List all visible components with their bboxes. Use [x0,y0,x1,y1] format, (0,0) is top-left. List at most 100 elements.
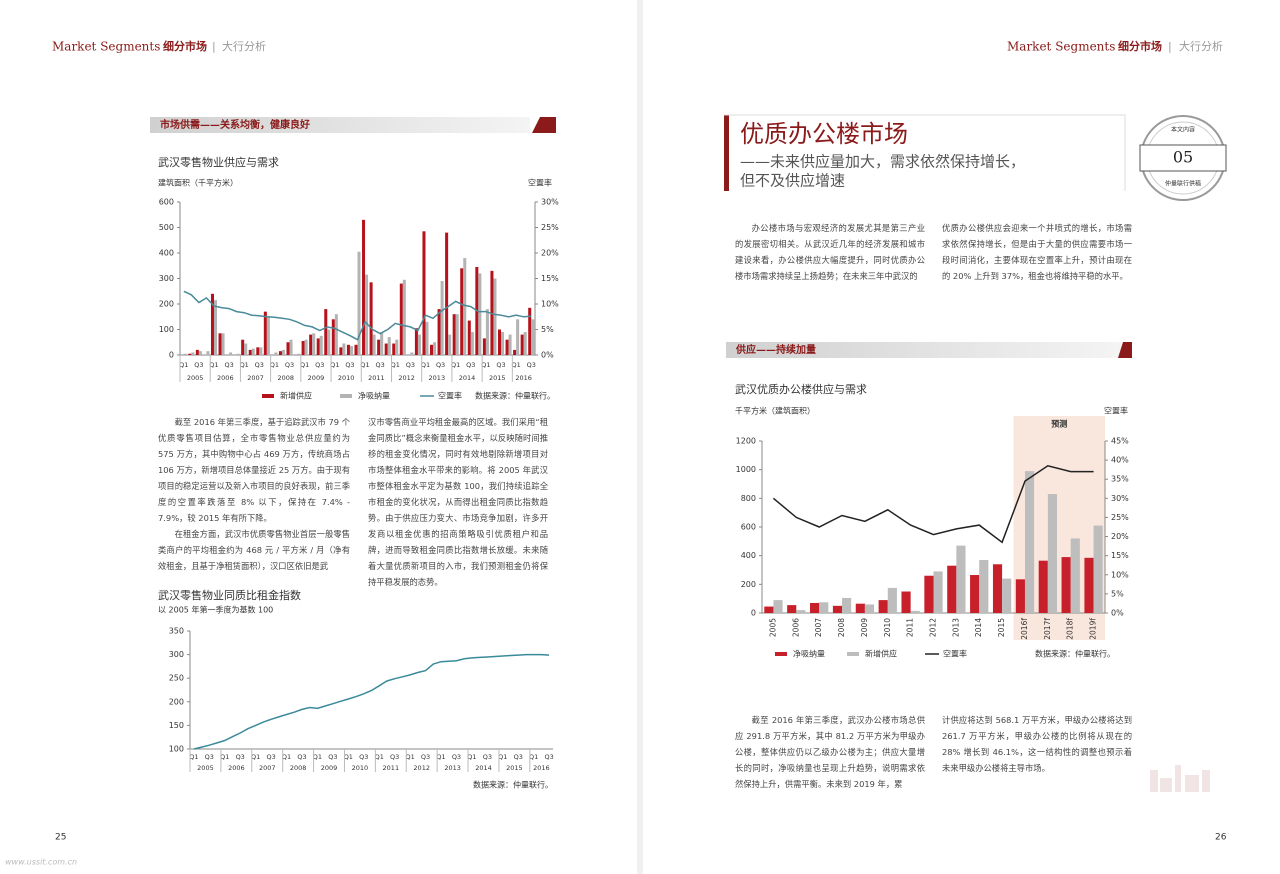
legend-label: 新增供应 [865,649,897,659]
y-tick-label: 200 [159,300,174,309]
year-label: 2006 [217,374,234,382]
x-tick-label: 2013 [951,618,960,637]
x-tick-label: 2011 [906,618,915,637]
y-tick-label: 200 [741,580,756,589]
source: 数据来源：仲量联行。 [1035,649,1115,659]
header-sep: | [1168,40,1172,53]
bar [414,328,418,355]
bar [764,606,774,613]
x-tick-label: 2014 [974,618,983,637]
bar [278,351,282,355]
chart-title: 武汉零售物业同质比租金指数 [158,588,301,602]
y-tick-label: 400 [741,551,756,560]
bar [1084,557,1094,613]
bar [191,352,195,355]
heading-tail [1118,342,1132,358]
bar [485,309,489,355]
bar [947,565,957,613]
bar [210,293,214,355]
bar [354,344,358,355]
bar [933,571,943,613]
x-tick-label: Q1 [481,361,490,369]
bar [410,352,414,355]
bar [286,342,290,355]
y-tick-label: 600 [159,198,174,207]
year-label: 2008 [290,764,307,772]
x-tick-label: Q3 [545,753,554,761]
x-tick-label: 2008 [837,618,846,637]
x-tick-label: Q3 [285,361,294,369]
y-tick-label: 800 [741,494,756,503]
x-tick-label: Q3 [376,361,385,369]
year-label: 2008 [277,374,294,382]
bar [440,281,444,355]
page-number: 25 [55,833,66,843]
year-label: 2007 [247,374,264,382]
paragraph: 计供应将达到 568.1 万平方米，甲级办公楼将达到 261.7 万平方米，甲级… [942,715,1132,773]
chart-subtitle: 以 2005 年第一季度为基数 100 [158,605,273,615]
bar [380,332,384,355]
year-label: 2015 [489,374,506,382]
x-tick-label: Q3 [345,361,354,369]
year-label: 2013 [429,374,446,382]
x-tick-label: Q1 [391,361,400,369]
legend-label: 空置率 [943,649,967,659]
bar [520,334,524,355]
bar [531,319,535,355]
annotation: 预测 [1051,419,1067,429]
bar [357,251,361,355]
paragraph: 在租金方面，武汉市优质零售物业首层一般零售类商户的平均租金约为 468 元 / … [158,529,350,571]
heading-bar [726,342,1121,358]
x-tick-label: Q1 [330,361,339,369]
bar [528,307,532,355]
page-subtitle: 但不及供应增速 [740,172,845,190]
bar [342,343,346,355]
legend-swatch [262,394,274,398]
bar [236,353,240,355]
bar [425,321,429,355]
bar [289,339,293,355]
y2-tick-label: 30% [1111,494,1129,503]
x-tick-label: Q1 [467,753,476,761]
y2-tick-label: 20% [541,249,559,258]
bar [796,610,806,613]
x-tick-label: Q3 [194,361,203,369]
header-sep: | [212,40,216,53]
bar [842,597,852,613]
line-series [193,653,550,750]
y2-tick-label: 0% [541,351,554,360]
legend-label: 净吸纳量 [358,391,390,401]
paragraph: 截至 2016 年第三季度，基于追踪武汉市 79 个优质零售项目估算，全市零售物… [158,417,350,523]
watermark: www.ussit.com.cn [5,858,77,867]
bar [334,314,338,355]
year-label: 2013 [444,764,461,772]
paragraph: 汉市零售商业平均租金最高的区域。我们采用“租金同质比”概念来衡量租金水平，以反映… [368,417,548,587]
bar [301,340,305,355]
y2-tick-label: 30% [541,198,559,207]
header-tag: 大行分析 [1179,39,1223,53]
header-en: Market Segments [52,40,160,54]
x-tick-label: Q1 [360,361,369,369]
x-tick-label: Q1 [209,361,218,369]
bar [304,339,308,355]
x-tick-label: Q1 [300,361,309,369]
legend-label: 新增供应 [280,391,312,401]
bar [887,587,897,613]
section-heading: 供应——持续加量 [735,343,816,356]
bar [924,575,934,613]
bar [1038,560,1048,613]
bar [365,274,369,355]
bar [1002,578,1012,613]
bar [463,258,467,355]
y2-tick-label: 10% [1111,570,1129,579]
x-tick-label: Q3 [297,753,306,761]
paragraph-column: 优质办公楼供应会迎来一个井喷式的增长，市场需求依然保持增长，但是由于大量的供应需… [942,220,1132,284]
bar [430,344,434,355]
bar [248,349,252,355]
bar [417,334,421,355]
bar [478,273,482,355]
y-tick-label: 100 [169,745,184,754]
x-tick-label: Q3 [205,753,214,761]
bar [384,343,388,355]
bar [377,339,381,355]
